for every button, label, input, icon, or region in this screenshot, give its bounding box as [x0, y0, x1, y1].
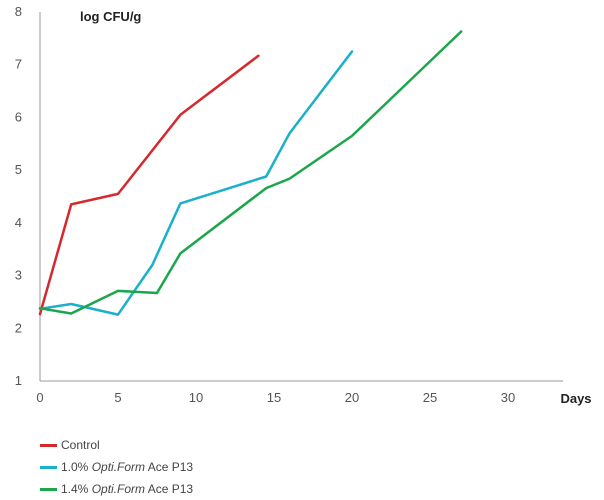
legend-label: 1.4% Opti.Form Ace P13 — [61, 482, 193, 496]
legend-label-part: 1.0% — [61, 460, 92, 474]
x-tick-label: 0 — [36, 390, 43, 405]
legend-label-part: Ace P13 — [145, 482, 194, 496]
x-tick-label: 10 — [189, 390, 203, 405]
x-tick-label: 20 — [345, 390, 359, 405]
legend-label-part: Ace P13 — [145, 460, 194, 474]
x-axis-title: Days — [560, 391, 591, 406]
legend-item: 1.0% Opti.Form Ace P13 — [40, 456, 193, 478]
y-tick-label: 3 — [15, 268, 22, 283]
legend-label-part: Opti.Form — [91, 460, 146, 474]
series-lines — [38, 30, 463, 316]
legend-swatch — [40, 465, 57, 469]
x-tick-label: 15 — [267, 390, 281, 405]
y-axis-ticks: 1 2 3 4 5 6 7 8 — [15, 4, 22, 388]
legend-label: Control — [61, 438, 100, 452]
x-tick-label: 25 — [423, 390, 437, 405]
legend-item: Control — [40, 434, 193, 456]
y-tick-label: 5 — [15, 162, 22, 177]
y-tick-label: 8 — [15, 4, 22, 19]
legend-swatch — [40, 487, 57, 491]
y-tick-label: 1 — [15, 373, 22, 388]
legend-swatch — [40, 443, 57, 447]
series-line-1 — [38, 54, 260, 316]
legend-label: 1.0% Opti.Form Ace P13 — [61, 460, 193, 474]
x-tick-label: 30 — [501, 390, 515, 405]
legend-label-part: Opti.Form — [91, 482, 146, 496]
chart-legend: Control 1.0% Opti.Form Ace P13 1.4% Opti.F… — [40, 434, 193, 500]
y-tick-label: 7 — [15, 57, 22, 72]
y-axis-title: log CFU/g — [80, 9, 141, 24]
legend-label-part: 1.4% — [61, 482, 92, 496]
line-chart: 1 2 3 4 5 6 7 8 0 5 10 15 20 25 30 log CFU/g Days — [15, 4, 592, 406]
y-tick-label: 2 — [15, 320, 22, 335]
x-axis-ticks: 0 5 10 15 20 25 30 — [36, 390, 515, 405]
legend-label-part: Control — [61, 438, 100, 452]
legend-item: 1.4% Opti.Form Ace P13 — [40, 478, 193, 500]
series-line-3 — [38, 30, 463, 315]
y-tick-label: 4 — [15, 215, 22, 230]
x-tick-label: 5 — [114, 390, 121, 405]
y-tick-label: 6 — [15, 109, 22, 124]
series-line-2 — [38, 50, 354, 316]
